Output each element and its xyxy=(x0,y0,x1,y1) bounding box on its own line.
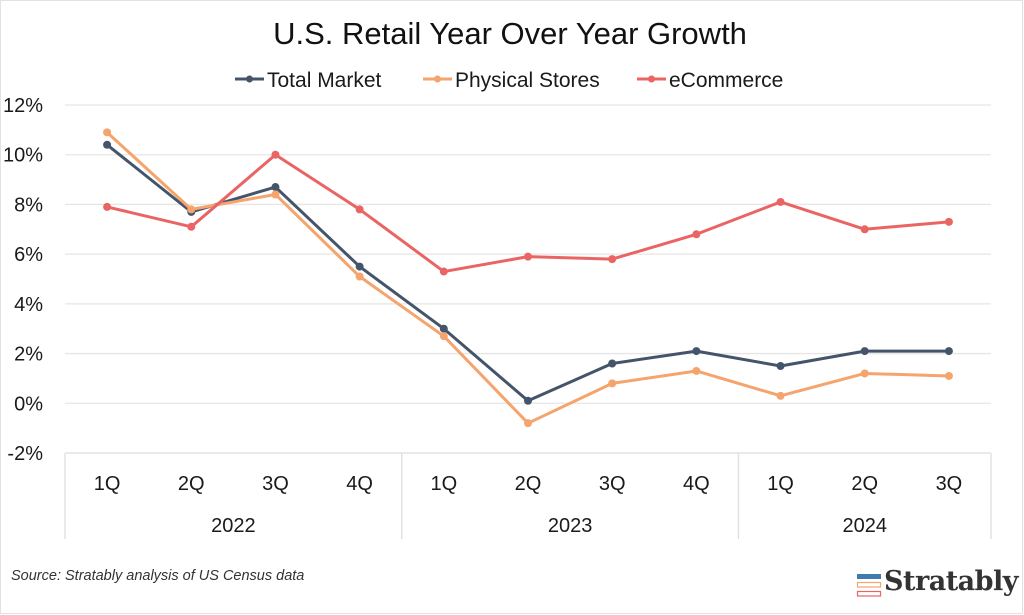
data-point xyxy=(776,362,785,370)
data-point xyxy=(524,252,532,261)
legend-item: Total Market xyxy=(235,69,382,92)
legend: Total Market Physical Stores eCommerce xyxy=(235,69,783,92)
data-point xyxy=(439,332,448,341)
data-point xyxy=(608,359,617,368)
data-point xyxy=(271,183,280,192)
series-physical-stores xyxy=(103,128,953,428)
legend-item: eCommerce xyxy=(637,69,783,92)
legend-label: eCommerce xyxy=(669,69,783,92)
data-point xyxy=(355,262,364,271)
chart-title: U.S. Retail Year Over Year Growth xyxy=(273,16,747,51)
y-tick-label: 10% xyxy=(3,145,43,167)
x-axis: 1Q 2Q 3Q 4Q 1Q 2Q 3Q 4Q 1Q 2Q 3Q 2022 2023 2024 xyxy=(64,452,992,539)
series-line xyxy=(106,131,949,425)
series-line xyxy=(106,143,949,403)
brand-logo-text: Stratably xyxy=(884,566,1018,597)
data-point xyxy=(860,347,869,356)
data-point xyxy=(776,197,785,206)
series-total-market xyxy=(103,140,953,405)
x-tick-label: 1Q xyxy=(430,473,457,495)
y-tick-label: 12% xyxy=(3,95,43,117)
series-lines xyxy=(103,128,953,428)
data-point xyxy=(860,369,869,378)
legend-dot-marker xyxy=(648,75,655,83)
data-point xyxy=(271,190,280,199)
y-tick-label: 2% xyxy=(14,344,43,366)
data-point xyxy=(692,347,701,356)
x-tick-label: 2Q xyxy=(178,473,205,495)
y-tick-label: -2% xyxy=(7,443,43,465)
y-tick-label: 0% xyxy=(14,393,43,415)
data-point xyxy=(187,222,196,231)
data-point xyxy=(103,140,112,149)
legend-dot-marker xyxy=(434,75,441,83)
logo-bar-top xyxy=(857,574,881,579)
data-point xyxy=(103,128,112,137)
y-tick-label: 6% xyxy=(14,244,43,266)
stratably-logo-icon xyxy=(856,574,882,597)
data-point xyxy=(355,205,364,214)
data-point xyxy=(944,347,953,356)
source-note: Source: Stratably analysis of US Census … xyxy=(11,568,305,584)
y-axis: -2% 0% 2% 4% 6% 8% 10% 12% xyxy=(3,95,43,465)
data-point xyxy=(355,272,364,281)
x-tick-label: 3Q xyxy=(599,473,626,495)
x-tick-label: 4Q xyxy=(346,473,373,495)
data-point xyxy=(692,366,701,375)
logo-bar-middle xyxy=(856,581,882,588)
data-point xyxy=(608,379,617,388)
data-point xyxy=(271,150,280,159)
x-group-label: 2024 xyxy=(842,515,887,537)
legend-dot-marker xyxy=(246,75,253,83)
legend-item: Physical Stores xyxy=(423,69,600,92)
gridlines xyxy=(65,104,991,404)
x-tick-label: 2Q xyxy=(851,473,878,495)
data-point xyxy=(187,205,196,214)
data-point xyxy=(944,217,953,226)
data-point xyxy=(944,371,953,380)
data-point xyxy=(439,267,448,276)
data-point xyxy=(439,324,448,333)
legend-label: Total Market xyxy=(267,69,382,92)
x-tick-label: 3Q xyxy=(936,473,963,495)
x-tick-label: 3Q xyxy=(262,473,289,495)
x-tick-label: 1Q xyxy=(767,473,794,495)
x-group-label: 2023 xyxy=(548,515,593,537)
data-point xyxy=(103,202,112,211)
x-tick-label: 4Q xyxy=(683,473,710,495)
data-point xyxy=(524,396,532,405)
data-point xyxy=(524,419,532,428)
x-group-label: 2022 xyxy=(211,515,256,537)
data-point xyxy=(776,391,785,400)
data-point xyxy=(692,230,701,239)
y-tick-label: 4% xyxy=(14,294,43,316)
logo-bar-bottom xyxy=(856,590,882,597)
legend-label: Physical Stores xyxy=(455,69,600,92)
x-tick-label: 2Q xyxy=(515,473,542,495)
data-point xyxy=(860,225,869,234)
y-tick-label: 8% xyxy=(14,194,43,216)
x-tick-label: 1Q xyxy=(94,473,121,495)
series-ecommerce xyxy=(103,150,953,276)
data-point xyxy=(608,255,617,264)
